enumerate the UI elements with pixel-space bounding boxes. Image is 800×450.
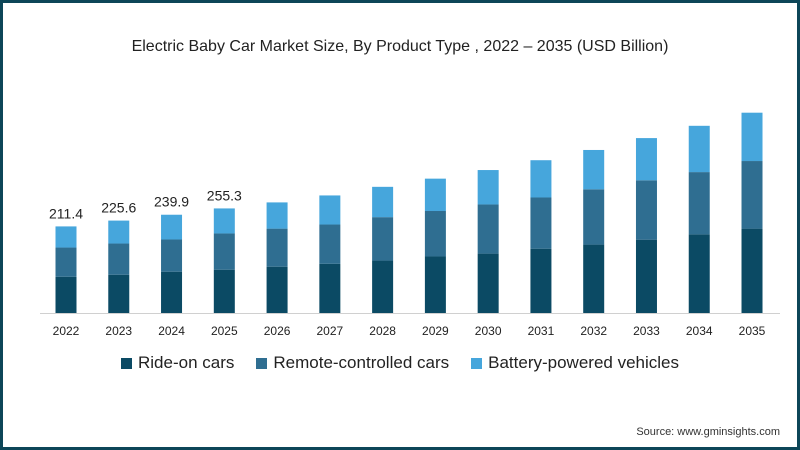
source-text: Source: www.gminsights.com (636, 426, 780, 438)
x-tick-label: 2028 (369, 324, 396, 338)
bar-segment-2031-1 (530, 197, 552, 249)
bar-segment-2030-0 (477, 253, 499, 313)
x-tick-label: 2023 (105, 324, 132, 338)
chart-title: Electric Baby Car Market Size, By Produc… (131, 38, 669, 55)
bar-segment-2022-1 (55, 247, 77, 277)
bar-segment-2022-0 (55, 276, 77, 313)
bar-segment-2033-2 (635, 138, 657, 181)
x-tick-label: 2031 (528, 324, 555, 338)
bar-segment-2022-2 (55, 226, 77, 248)
bar-segment-2026-0 (266, 266, 288, 313)
bar-segment-2026-1 (266, 228, 288, 267)
legend-label: Battery-powered vehicles (488, 353, 679, 372)
bar-segment-2034-1 (688, 172, 710, 235)
legend-swatch (121, 357, 132, 369)
bar-segment-2032-2 (583, 149, 605, 190)
legend-swatch (471, 357, 483, 369)
total-data-label: 211.4 (49, 205, 83, 221)
legend-item: Remote-controlled cars (256, 353, 449, 373)
x-tick-label: 2032 (580, 324, 607, 338)
x-tick-label: 2034 (686, 324, 713, 338)
bar-segment-2034-0 (688, 234, 710, 313)
bar-segment-2023-1 (108, 243, 130, 275)
legend-item: Battery-powered vehicles (471, 353, 679, 373)
x-tick-label: 2022 (53, 324, 80, 338)
bar-segment-2023-0 (108, 274, 130, 313)
x-tick-label: 2026 (264, 324, 291, 338)
legend-label: Ride-on cars (138, 353, 235, 372)
bar-segment-2024-1 (161, 239, 183, 272)
bar-segment-2027-2 (319, 195, 341, 225)
bar-segment-2023-2 (108, 220, 130, 244)
bar-segment-2031-2 (530, 160, 552, 198)
bar-segment-2035-0 (741, 228, 763, 313)
bar-segment-2026-2 (266, 202, 288, 229)
x-tick-label: 2029 (422, 324, 449, 338)
legend-label: Remote-controlled cars (273, 353, 450, 372)
bar-segment-2032-1 (583, 189, 605, 245)
bar-segment-2028-2 (372, 186, 394, 218)
bar-segment-2028-1 (372, 217, 394, 261)
bar-segment-2030-2 (477, 170, 499, 205)
bar-segment-2024-2 (161, 214, 183, 240)
bar-segment-2029-2 (424, 178, 446, 212)
x-tick-label: 2027 (316, 324, 343, 338)
x-tick-label: 2033 (633, 324, 660, 338)
bar-segment-2027-1 (319, 224, 341, 264)
bar-segment-2035-1 (741, 161, 763, 229)
x-tick-label: 2030 (475, 324, 502, 338)
legend-item: Ride-on cars (121, 353, 234, 373)
bar-segment-2025-1 (213, 233, 235, 270)
bar-segment-2031-0 (530, 248, 552, 313)
bar-segment-2032-0 (583, 244, 605, 313)
bar-segment-2035-2 (741, 112, 763, 162)
total-data-label: 225.6 (101, 200, 136, 216)
bar-segment-2029-1 (424, 211, 446, 257)
bar-segment-2027-0 (319, 263, 341, 313)
bar-segment-2033-1 (635, 180, 657, 240)
bar-segment-2025-0 (213, 269, 235, 313)
total-data-label: 239.9 (154, 194, 189, 210)
x-tick-label: 2035 (739, 324, 766, 338)
bar-segment-2030-1 (477, 204, 499, 254)
bar-segment-2033-0 (635, 239, 657, 313)
x-tick-label: 2025 (211, 324, 238, 338)
legend: Ride-on cars Remote-controlled cars Batter… (0, 353, 800, 373)
x-tick-label: 2024 (158, 324, 185, 338)
legend-swatch (256, 357, 268, 369)
bar-segment-2028-0 (372, 260, 394, 313)
bar-segment-2034-2 (688, 125, 710, 173)
bar-segment-2025-2 (213, 208, 235, 234)
total-data-label: 255.3 (207, 187, 242, 203)
bar-segment-2024-0 (161, 271, 183, 313)
bar-segment-2029-0 (424, 256, 446, 313)
